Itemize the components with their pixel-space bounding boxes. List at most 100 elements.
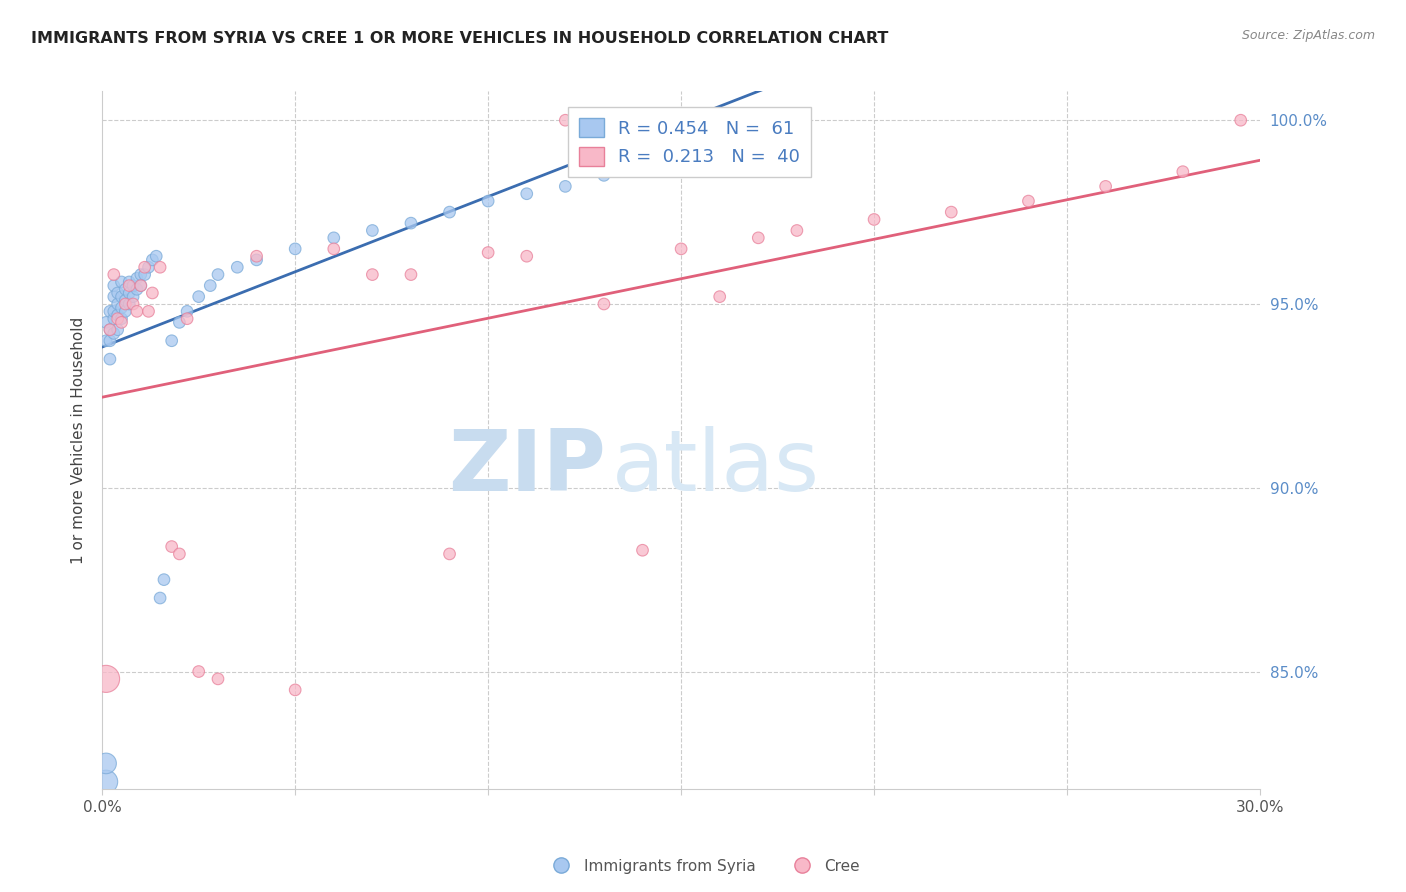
- Point: [709, 290, 731, 304]
- Text: Source: ZipAtlas.com: Source: ZipAtlas.com: [1241, 29, 1375, 42]
- Text: ZIP: ZIP: [449, 426, 606, 509]
- Point: [125, 304, 148, 318]
- Point: [709, 113, 731, 128]
- Point: [200, 278, 222, 293]
- Point: [554, 113, 576, 128]
- Point: [103, 304, 125, 318]
- Point: [284, 242, 307, 256]
- Point: [103, 278, 125, 293]
- Point: [134, 268, 156, 282]
- Point: [516, 186, 538, 201]
- Legend: Immigrants from Syria, Cree: Immigrants from Syria, Cree: [540, 853, 866, 880]
- Point: [689, 113, 711, 128]
- Point: [94, 334, 117, 348]
- Point: [516, 249, 538, 263]
- Point: [110, 311, 132, 326]
- Point: [118, 278, 141, 293]
- Point: [1017, 194, 1039, 208]
- Point: [129, 278, 152, 293]
- Point: [114, 282, 136, 296]
- Point: [110, 315, 132, 329]
- Point: [439, 547, 461, 561]
- Point: [187, 665, 209, 679]
- Point: [125, 271, 148, 285]
- Point: [141, 252, 163, 267]
- Point: [941, 205, 963, 219]
- Point: [554, 179, 576, 194]
- Point: [187, 290, 209, 304]
- Point: [129, 278, 152, 293]
- Point: [118, 297, 141, 311]
- Point: [1094, 179, 1116, 194]
- Text: atlas: atlas: [612, 426, 820, 509]
- Point: [245, 252, 267, 267]
- Point: [786, 223, 808, 237]
- Point: [98, 334, 121, 348]
- Point: [94, 774, 117, 789]
- Point: [149, 260, 172, 275]
- Point: [439, 205, 461, 219]
- Point: [118, 285, 141, 300]
- Point: [98, 352, 121, 367]
- Point: [169, 547, 191, 561]
- Point: [207, 268, 229, 282]
- Point: [107, 285, 129, 300]
- Point: [94, 756, 117, 771]
- Point: [322, 242, 344, 256]
- Point: [94, 672, 117, 686]
- Point: [153, 573, 176, 587]
- Point: [110, 301, 132, 315]
- Y-axis label: 1 or more Vehicles in Household: 1 or more Vehicles in Household: [72, 317, 86, 564]
- Point: [669, 113, 692, 128]
- Point: [114, 297, 136, 311]
- Point: [245, 249, 267, 263]
- Point: [169, 315, 191, 329]
- Point: [1229, 113, 1251, 128]
- Point: [103, 268, 125, 282]
- Point: [176, 304, 198, 318]
- Point: [114, 304, 136, 318]
- Point: [176, 311, 198, 326]
- Point: [651, 113, 673, 128]
- Point: [399, 268, 422, 282]
- Point: [94, 315, 117, 329]
- Point: [110, 275, 132, 289]
- Point: [593, 169, 616, 183]
- Point: [284, 682, 307, 697]
- Point: [399, 216, 422, 230]
- Text: IMMIGRANTS FROM SYRIA VS CREE 1 OR MORE VEHICLES IN HOUSEHOLD CORRELATION CHART: IMMIGRANTS FROM SYRIA VS CREE 1 OR MORE …: [31, 31, 889, 46]
- Point: [141, 285, 163, 300]
- Point: [361, 268, 384, 282]
- Point: [138, 304, 160, 318]
- Point: [110, 290, 132, 304]
- Point: [322, 231, 344, 245]
- Point: [477, 245, 499, 260]
- Point: [160, 540, 183, 554]
- Point: [118, 275, 141, 289]
- Point: [361, 223, 384, 237]
- Point: [145, 249, 167, 263]
- Point: [863, 212, 886, 227]
- Legend: R = 0.454   N =  61, R =  0.213   N =  40: R = 0.454 N = 61, R = 0.213 N = 40: [568, 107, 811, 178]
- Point: [593, 297, 616, 311]
- Point: [103, 311, 125, 326]
- Point: [160, 334, 183, 348]
- Point: [98, 304, 121, 318]
- Point: [114, 293, 136, 308]
- Point: [631, 543, 654, 558]
- Point: [98, 323, 121, 337]
- Point: [122, 290, 145, 304]
- Point: [107, 308, 129, 322]
- Point: [747, 231, 769, 245]
- Point: [226, 260, 249, 275]
- Point: [103, 326, 125, 341]
- Point: [477, 194, 499, 208]
- Point: [107, 311, 129, 326]
- Point: [125, 282, 148, 296]
- Point: [107, 297, 129, 311]
- Point: [122, 278, 145, 293]
- Point: [138, 260, 160, 275]
- Point: [107, 323, 129, 337]
- Point: [134, 260, 156, 275]
- Point: [669, 242, 692, 256]
